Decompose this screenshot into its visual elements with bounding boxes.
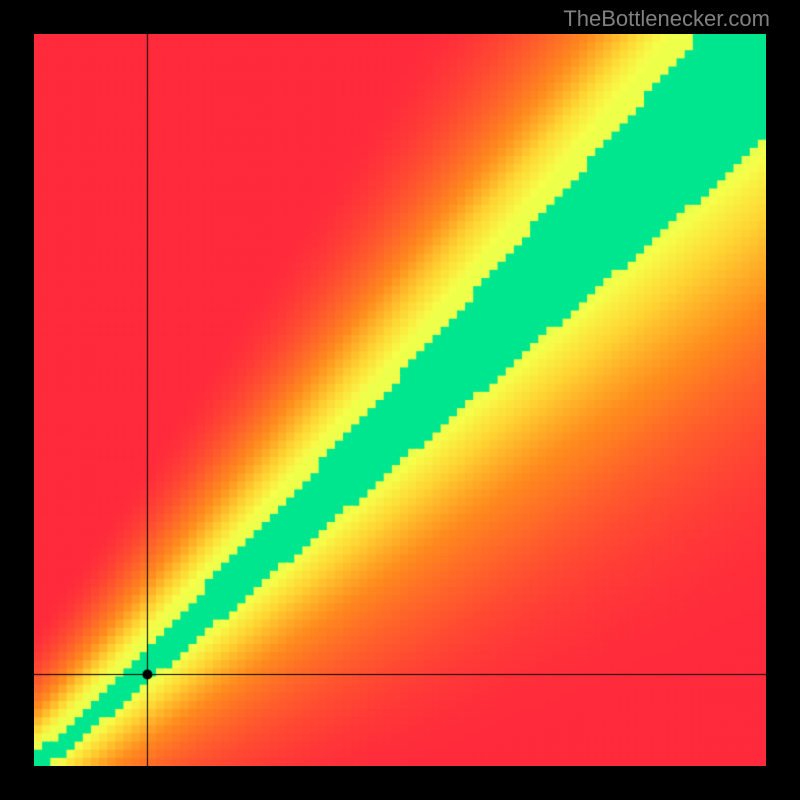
heatmap-canvas xyxy=(34,34,766,766)
watermark-text: TheBottlenecker.com xyxy=(563,6,770,32)
heatmap-chart xyxy=(34,34,766,766)
